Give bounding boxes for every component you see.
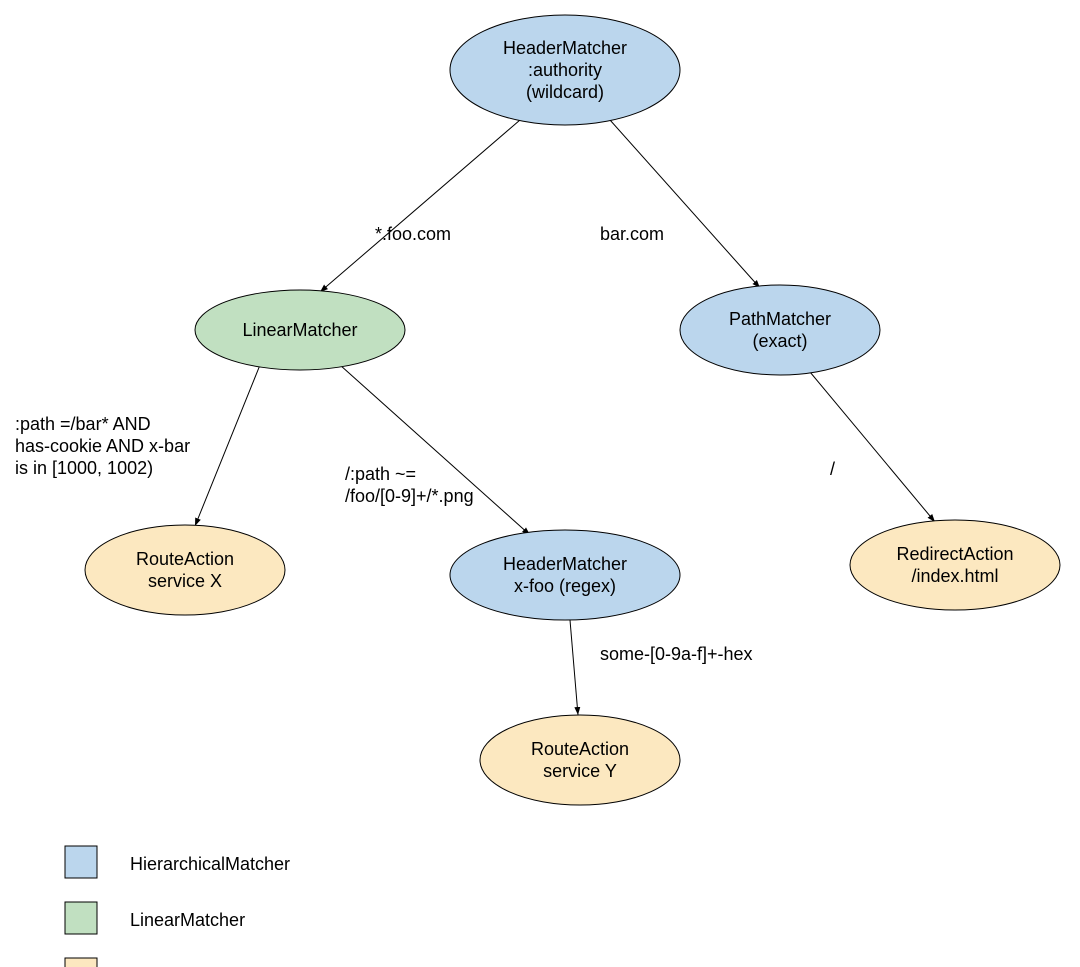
edge-label-root-linear-0: *.foo.com — [375, 224, 451, 244]
edge-label-linear-headerXfoo-1: /foo/[0-9]+/*.png — [345, 486, 474, 506]
edge-linear-headerXfoo — [340, 365, 530, 535]
edges-layer — [195, 120, 935, 715]
legend-label-linear: LinearMatcher — [130, 910, 245, 930]
edge-label-pathmatcher-redirect-0: / — [830, 459, 835, 479]
legend: HierarchicalMatcherLinearMatcher Action — [65, 846, 290, 967]
edge-linear-routeX — [195, 365, 260, 526]
node-routeX-line-0: RouteAction — [136, 549, 234, 569]
node-routeY: RouteActionservice Y — [480, 715, 680, 805]
node-routeY-line-1: service Y — [543, 761, 617, 781]
node-pathmatcher-line-1: (exact) — [752, 331, 807, 351]
node-root-line-0: HeaderMatcher — [503, 38, 627, 58]
legend-label-hierarchical: HierarchicalMatcher — [130, 854, 290, 874]
node-root-line-2: (wildcard) — [526, 82, 604, 102]
node-routeY-line-0: RouteAction — [531, 739, 629, 759]
node-pathmatcher-line-0: PathMatcher — [729, 309, 831, 329]
node-headerXfoo-line-0: HeaderMatcher — [503, 554, 627, 574]
legend-swatch-linear — [65, 902, 97, 934]
edge-label-linear-headerXfoo-0: /:path ~= — [345, 464, 416, 484]
legend-swatch-action — [65, 958, 97, 967]
node-headerXfoo-line-1: x-foo (regex) — [514, 576, 616, 596]
node-linear: LinearMatcher — [195, 290, 405, 370]
edge-label-linear-routeX-0: :path =/bar* AND — [15, 414, 151, 434]
node-redirect-line-0: RedirectAction — [896, 544, 1013, 564]
node-redirect: RedirectAction/index.html — [850, 520, 1060, 610]
node-linear-line-0: LinearMatcher — [242, 320, 357, 340]
matcher-tree-diagram: HeaderMatcher:authority(wildcard)LinearM… — [0, 0, 1080, 967]
node-root-line-1: :authority — [528, 60, 602, 80]
node-routeX: RouteActionservice X — [85, 525, 285, 615]
edge-label-headerXfoo-routeY-0: some-[0-9a-f]+-hex — [600, 644, 753, 664]
edge-label-root-pathmatcher-0: bar.com — [600, 224, 664, 244]
edge-label-linear-routeX-1: has-cookie AND x-bar — [15, 436, 190, 456]
legend-swatch-hierarchical — [65, 846, 97, 878]
edge-root-linear — [320, 120, 520, 292]
node-routeX-line-1: service X — [148, 571, 222, 591]
edge-label-linear-routeX-2: is in [1000, 1002) — [15, 458, 153, 478]
node-root: HeaderMatcher:authority(wildcard) — [450, 15, 680, 125]
node-redirect-line-1: /index.html — [911, 566, 998, 586]
node-headerXfoo: HeaderMatcherx-foo (regex) — [450, 530, 680, 620]
edge-root-pathmatcher — [610, 120, 760, 288]
edge-headerXfoo-routeY — [570, 620, 578, 715]
nodes-layer: HeaderMatcher:authority(wildcard)LinearM… — [85, 15, 1060, 805]
node-pathmatcher: PathMatcher(exact) — [680, 285, 880, 375]
edge-pathmatcher-redirect — [810, 372, 935, 522]
